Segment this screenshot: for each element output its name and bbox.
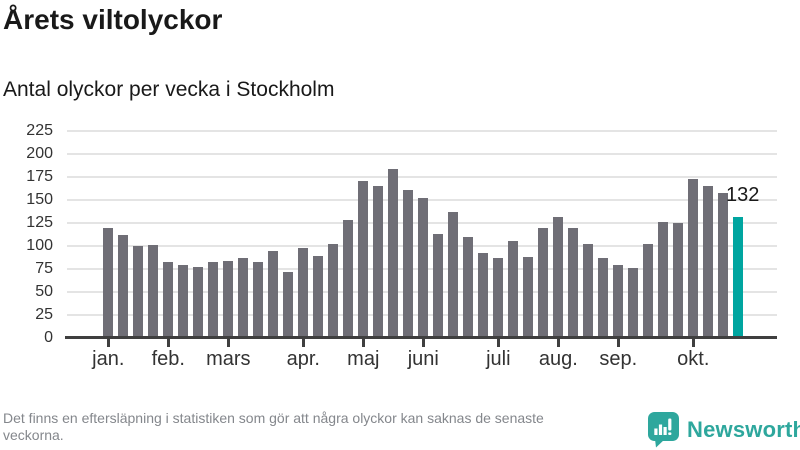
y-axis-labels: 0 25 50 75 100 125 150 175 200 225 — [0, 122, 53, 346]
bar — [328, 244, 339, 338]
bar — [508, 240, 519, 338]
bar — [658, 222, 669, 338]
month-label: sep. — [599, 348, 638, 370]
newsworthy-logo: Newsworthy — [648, 412, 800, 448]
y-axis-tick-label: 175 — [26, 168, 53, 185]
bar — [313, 256, 324, 338]
y-axis-tick-label: 50 — [35, 283, 53, 300]
footnote: Det finns en eftersläpning i statistiken… — [3, 410, 544, 443]
month-label: mars — [206, 348, 251, 370]
bar — [298, 247, 309, 338]
bar — [673, 223, 684, 338]
month-tick — [166, 339, 170, 347]
month-label: juli — [486, 348, 511, 370]
month-tick — [421, 339, 425, 347]
month-label: okt. — [677, 348, 710, 370]
bar — [133, 246, 144, 338]
bar — [568, 227, 579, 338]
newsworthy-wordmark: Newsworthy — [687, 417, 800, 442]
bar — [583, 244, 594, 338]
month-label: jan. — [92, 348, 125, 370]
bar — [343, 220, 354, 338]
bar — [463, 236, 474, 338]
month-tick — [301, 339, 305, 347]
bar — [478, 253, 489, 338]
bar — [553, 216, 564, 338]
gridline — [67, 176, 777, 178]
bar — [523, 257, 534, 338]
bar — [718, 192, 729, 338]
plot-area — [67, 125, 777, 338]
bar — [418, 198, 429, 338]
bar — [598, 258, 609, 338]
bar — [388, 168, 399, 338]
bar — [403, 189, 414, 338]
bar — [238, 258, 249, 338]
y-axis-tick-label: 125 — [26, 214, 53, 231]
bar — [103, 227, 114, 338]
bar — [178, 265, 189, 338]
newsworthy-chart-bubble-icon — [648, 412, 679, 448]
month-label: juni — [407, 348, 439, 370]
bar — [448, 212, 459, 338]
y-axis-tick-label: 0 — [44, 329, 53, 346]
bar — [208, 261, 219, 338]
bar — [148, 245, 159, 338]
gridline — [67, 130, 777, 132]
x-axis-line — [65, 336, 777, 339]
month-tick — [556, 339, 560, 347]
y-axis-tick-label: 25 — [35, 306, 53, 323]
month-tick — [691, 339, 695, 347]
month-tick — [616, 339, 620, 347]
bar — [538, 227, 549, 338]
bar — [628, 268, 639, 338]
y-axis-tick-label: 75 — [35, 260, 53, 277]
month-tick — [496, 339, 500, 347]
chart-title: Årets viltolyckor — [3, 4, 223, 35]
y-axis-tick-label: 150 — [26, 191, 53, 208]
bar — [688, 178, 699, 338]
bar — [283, 271, 294, 338]
bar — [613, 265, 624, 338]
bar — [703, 186, 714, 338]
y-axis-tick-label: 225 — [26, 122, 53, 139]
bar — [193, 267, 204, 338]
month-label: apr. — [286, 348, 320, 370]
month-label: feb. — [151, 348, 185, 370]
bar — [268, 250, 279, 338]
month-label: aug. — [538, 348, 578, 370]
chart-subtitle: Antal olyckor per vecka i Stockholm — [3, 78, 335, 101]
highlighted-bar — [733, 216, 744, 338]
month-tick — [361, 339, 365, 347]
bar — [433, 234, 444, 338]
month-tick — [226, 339, 230, 347]
bar — [163, 261, 174, 338]
gridline — [67, 153, 777, 155]
bar — [223, 260, 234, 338]
month-label: maj — [347, 348, 380, 370]
bar — [373, 186, 384, 338]
bar — [118, 235, 129, 338]
y-axis-tick-label: 200 — [26, 145, 53, 162]
highlight-value-label: 132 — [726, 184, 760, 206]
bar — [493, 258, 504, 338]
bar — [253, 261, 264, 338]
bar — [358, 180, 369, 338]
month-tick — [106, 339, 110, 347]
bar — [643, 244, 654, 338]
y-axis-tick-label: 100 — [26, 237, 53, 254]
